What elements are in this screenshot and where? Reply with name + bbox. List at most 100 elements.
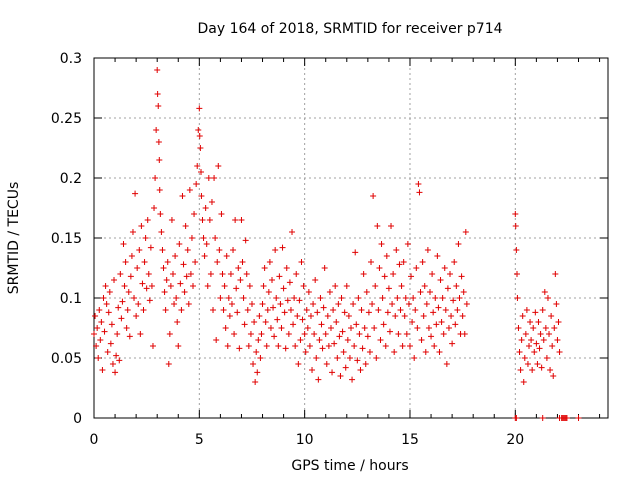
data-point xyxy=(262,319,269,325)
data-point xyxy=(100,295,107,301)
data-point xyxy=(155,103,162,109)
data-point xyxy=(419,259,426,265)
data-point xyxy=(227,271,234,277)
data-point xyxy=(282,345,289,352)
data-point xyxy=(113,352,120,359)
data-point xyxy=(532,309,539,316)
data-point xyxy=(317,295,324,301)
data-point xyxy=(461,331,468,337)
data-point xyxy=(445,325,452,331)
data-point xyxy=(212,235,219,241)
data-point xyxy=(243,271,250,277)
data-point xyxy=(396,261,403,268)
data-point xyxy=(514,295,521,301)
data-point xyxy=(434,253,441,259)
data-point xyxy=(124,307,131,313)
data-point xyxy=(128,253,135,259)
data-point xyxy=(117,271,124,277)
data-point xyxy=(375,307,382,313)
data-point xyxy=(164,259,171,265)
data-point xyxy=(176,241,183,247)
data-point xyxy=(167,283,174,289)
data-point xyxy=(194,163,201,169)
data-point xyxy=(258,331,265,337)
data-point xyxy=(378,241,385,247)
data-point xyxy=(336,333,343,340)
data-point xyxy=(168,217,175,223)
data-point xyxy=(310,301,317,307)
data-point xyxy=(218,211,225,217)
data-point xyxy=(330,307,337,313)
data-point xyxy=(228,301,235,307)
data-point xyxy=(340,349,347,355)
data-point xyxy=(275,343,282,349)
data-point xyxy=(134,265,141,271)
data-point xyxy=(240,295,247,301)
data-point xyxy=(381,273,388,280)
data-point xyxy=(264,307,271,313)
data-point xyxy=(183,273,190,280)
data-point xyxy=(132,190,139,197)
data-point xyxy=(327,325,334,331)
data-point xyxy=(436,349,443,355)
data-point xyxy=(435,304,442,311)
data-point xyxy=(137,331,144,337)
data-point xyxy=(438,319,445,325)
data-point xyxy=(155,139,162,145)
data-point xyxy=(296,297,303,304)
data-point xyxy=(217,295,224,301)
data-point xyxy=(284,297,291,304)
data-point xyxy=(337,373,344,379)
data-point xyxy=(291,295,298,301)
data-point xyxy=(426,289,433,295)
data-point xyxy=(174,319,181,325)
data-point xyxy=(420,313,427,319)
data-point xyxy=(530,325,537,331)
data-point xyxy=(428,333,435,340)
data-point xyxy=(98,319,105,325)
data-point xyxy=(513,247,520,253)
data-point xyxy=(142,235,149,241)
data-point xyxy=(188,235,195,241)
x-tick-label: 15 xyxy=(401,432,419,448)
data-point xyxy=(102,283,109,289)
data-point xyxy=(169,271,176,277)
data-point xyxy=(245,343,252,349)
data-point xyxy=(415,181,422,187)
data-point xyxy=(201,253,208,259)
data-point xyxy=(197,145,204,151)
data-point xyxy=(148,283,155,289)
data-point xyxy=(311,331,318,337)
data-point xyxy=(125,289,132,295)
data-point xyxy=(550,373,557,379)
data-point xyxy=(114,331,121,337)
data-point xyxy=(321,265,328,271)
data-point xyxy=(231,331,238,337)
data-point xyxy=(343,283,350,289)
data-point xyxy=(149,343,156,349)
data-point xyxy=(533,340,540,347)
data-point xyxy=(449,340,456,347)
data-point xyxy=(295,361,302,367)
data-point xyxy=(274,316,281,323)
data-point xyxy=(451,259,458,265)
data-point xyxy=(556,349,563,355)
data-point xyxy=(364,333,371,340)
data-point xyxy=(442,307,449,313)
data-point xyxy=(260,283,267,289)
data-point xyxy=(314,309,321,316)
data-point xyxy=(226,313,233,319)
data-point xyxy=(422,349,429,355)
data-point xyxy=(294,313,301,319)
data-point xyxy=(520,379,527,385)
data-point xyxy=(222,325,229,331)
data-point xyxy=(108,321,115,328)
data-point xyxy=(333,319,340,325)
data-point xyxy=(305,289,312,295)
data-point xyxy=(439,295,446,301)
data-point xyxy=(242,237,249,244)
data-point xyxy=(121,283,128,289)
data-point xyxy=(455,241,462,247)
data-point xyxy=(362,361,369,367)
data-point xyxy=(365,309,372,316)
